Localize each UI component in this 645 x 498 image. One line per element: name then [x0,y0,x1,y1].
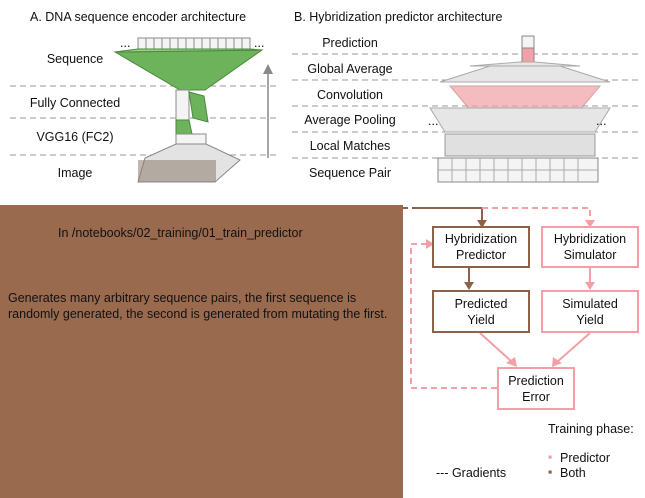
overlay-path-text: In /notebooks/02_training/01_train_predi… [58,226,303,240]
simulated-yield-box: Simulated Yield [541,290,639,333]
layer-label-fully-connected: Fully Connected [29,96,121,110]
prediction-error-box: Prediction Error [497,367,575,410]
overlay-panel [0,205,403,498]
layer-label-local-matches: Local Matches [309,139,391,153]
layer-label-sequence: Sequence [46,52,104,66]
predicted-yield-box: Predicted Yield [432,290,530,333]
layer-label-average-pooling: Average Pooling [304,113,396,127]
legend-predictor-bullet: ▪ [548,450,553,464]
ellipsis-left-a: ... [120,36,131,50]
ellipsis-right-a: ... [254,36,265,50]
legend-predictor-label: Predictor [560,451,611,465]
overlay-description: Generates many arbitrary sequence pairs,… [8,291,388,321]
panel-a-title: A. DNA sequence encoder architecture [30,10,247,24]
layer-label-image: Image [57,166,93,180]
predictor-graphic [429,35,611,183]
ellipsis-left-b: ... [428,114,439,128]
layer-label-sequence-pair: Sequence Pair [308,166,391,180]
layer-label-global-average: Global Average [307,62,393,76]
encoder-graphic [113,37,273,183]
panel-a-separators [10,85,280,156]
layer-label-convolution: Convolution [316,88,383,102]
layer-label-prediction: Prediction [322,36,378,50]
hybridization-predictor-box: Hybridization Predictor [432,226,530,268]
legend-both-bullet: ▪ [548,465,553,479]
flow-arrows [403,207,595,389]
legend-title: Training phase: [548,422,634,436]
legend-both-label: Both [560,466,586,480]
legend-gradients: --- Gradients [436,466,507,480]
panel-b-title: B. Hybridization predictor architecture [294,10,503,24]
layer-label-vgg16: VGG16 (FC2) [36,130,114,144]
hybridization-simulator-box: Hybridization Simulator [541,226,639,268]
ellipsis-right-b: ... [596,114,607,128]
